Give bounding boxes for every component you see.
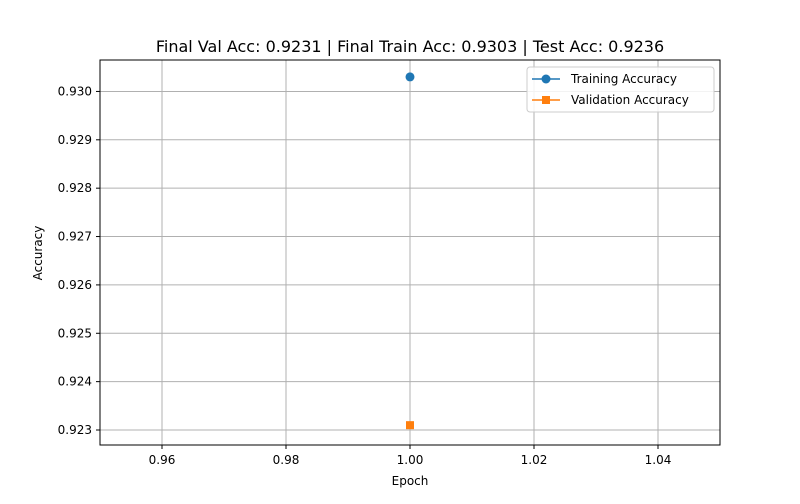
legend-label: Training Accuracy bbox=[570, 72, 677, 86]
axis-ticks: 0.96 0.98 1.00 1.02 1.04 0.923 0.924 0.925 0.926… bbox=[58, 84, 672, 467]
x-axis-label: Epoch bbox=[392, 474, 429, 488]
x-tick-label: 1.00 bbox=[397, 453, 424, 467]
legend-marker-circle bbox=[541, 74, 551, 84]
y-axis-label: Accuracy bbox=[31, 226, 45, 281]
x-tick-label: 1.02 bbox=[521, 453, 548, 467]
legend-marker-square bbox=[542, 96, 550, 104]
legend-label: Validation Accuracy bbox=[571, 93, 689, 107]
y-tick-label: 0.925 bbox=[58, 326, 92, 340]
y-tick-label: 0.929 bbox=[58, 133, 92, 147]
series-training-accuracy bbox=[405, 72, 415, 82]
x-tick-label: 0.96 bbox=[149, 453, 176, 467]
data-point-circle bbox=[405, 72, 415, 82]
y-tick-label: 0.930 bbox=[58, 84, 92, 98]
y-tick-label: 0.923 bbox=[58, 423, 92, 437]
data-series bbox=[405, 72, 415, 430]
series-validation-accuracy bbox=[406, 421, 414, 430]
legend-box bbox=[526, 66, 715, 113]
x-tick-label: 0.98 bbox=[273, 453, 300, 467]
chart-title: Final Val Acc: 0.9231 | Final Train Acc:… bbox=[156, 37, 664, 56]
grid-lines bbox=[100, 60, 720, 445]
y-tick-label: 0.928 bbox=[58, 181, 92, 195]
data-point-square bbox=[406, 421, 414, 430]
y-tick-label: 0.927 bbox=[58, 230, 92, 244]
y-tick-label: 0.924 bbox=[58, 375, 92, 389]
legend-entries: Training Accuracy Validation Accuracy bbox=[532, 72, 689, 107]
legend: Training Accuracy Validation Accuracy bbox=[526, 66, 715, 113]
x-tick-label: 1.04 bbox=[645, 453, 672, 467]
y-tick-label: 0.926 bbox=[58, 278, 92, 292]
